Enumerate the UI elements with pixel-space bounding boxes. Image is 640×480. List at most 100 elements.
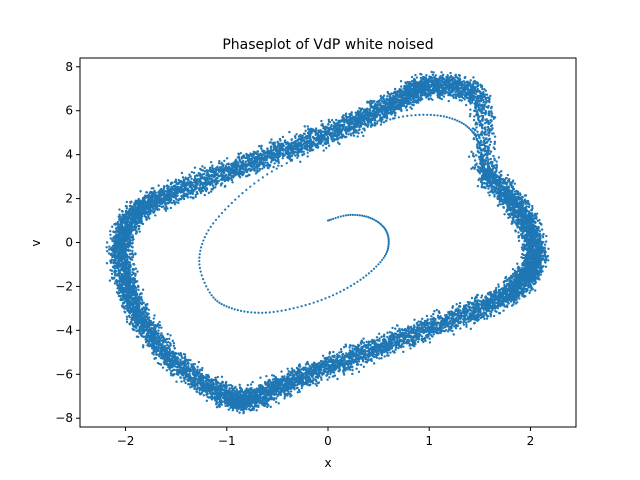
cycle-point [508, 291, 512, 294]
cycle-point [286, 373, 289, 376]
cycle-point [515, 215, 518, 218]
scatter-points [105, 70, 550, 415]
cycle-point [434, 323, 437, 326]
spiral-point [384, 252, 388, 256]
cycle-point [511, 190, 514, 194]
cycle-point [348, 349, 352, 352]
cycle-point [545, 234, 548, 238]
spiral-point [220, 211, 224, 215]
cycle-point [513, 182, 516, 185]
cycle-point [355, 367, 358, 370]
cycle-point [421, 317, 424, 321]
spiral-point [349, 213, 352, 217]
cycle-point [519, 193, 522, 197]
cycle-point [480, 294, 484, 297]
cycle-point [486, 173, 489, 176]
spiral-point [386, 247, 390, 250]
cycle-point [523, 194, 527, 197]
cycle-point [481, 182, 484, 185]
cycle-point [312, 372, 315, 376]
cycle-point [534, 241, 538, 244]
spiral-point [222, 304, 226, 307]
spiral-point [209, 225, 212, 228]
cycle-point [364, 354, 367, 357]
cycle-point [420, 335, 424, 338]
cycle-point [500, 287, 503, 290]
cycle-point [511, 222, 514, 225]
spiral-point [365, 274, 368, 277]
cycle-point [348, 346, 351, 349]
spiral-point [383, 254, 387, 257]
spiral-point [387, 236, 390, 240]
cycle-point [283, 395, 287, 398]
cycle-point [498, 191, 501, 194]
cycle-point [283, 379, 287, 383]
cycle-point [454, 309, 457, 313]
cycle-point [342, 368, 345, 372]
spiral-point [230, 307, 233, 310]
cycle-point [522, 249, 525, 252]
cycle-point [528, 291, 531, 295]
cycle-point [320, 378, 323, 382]
cycle-point [386, 331, 389, 334]
cycle-point [468, 305, 471, 309]
cycle-point [283, 397, 286, 400]
cycle-point [437, 316, 440, 319]
spiral-point [445, 115, 448, 119]
spiral-point [456, 119, 459, 122]
spiral-point [320, 298, 323, 301]
cycle-point [414, 330, 418, 333]
cycle-point [504, 276, 507, 280]
cycle-point [299, 377, 302, 381]
spiral-point [347, 213, 350, 217]
spiral-point [266, 173, 269, 176]
cycle-point [314, 382, 317, 386]
cycle-point [315, 372, 318, 375]
cycle-point [452, 333, 455, 336]
cycle-point [494, 189, 497, 192]
cycle-point [542, 232, 545, 236]
cycle-point [532, 214, 535, 218]
cycle-point [495, 310, 498, 313]
cycle-point [399, 333, 402, 337]
spiral-point [285, 162, 288, 165]
cycle-point [386, 335, 389, 339]
cycle-point [466, 301, 470, 304]
spiral-point [436, 114, 439, 117]
cycle-point [419, 320, 422, 324]
spiral-point [414, 113, 417, 117]
cycle-point [410, 339, 413, 342]
cycle-point [539, 263, 542, 267]
cycle-point [296, 383, 299, 386]
cycle-point [479, 316, 482, 320]
spiral-point [462, 122, 465, 126]
cycle-point [315, 380, 318, 383]
cycle-point [503, 213, 506, 216]
cycle-point [487, 187, 490, 190]
cycle-point [496, 178, 500, 182]
cycle-point [497, 283, 500, 286]
cycle-point [494, 171, 497, 174]
spiral-point [362, 276, 365, 279]
cycle-point [380, 335, 383, 338]
spiral-point [308, 302, 311, 306]
cycle-point [522, 253, 525, 257]
cycle-point [274, 400, 278, 404]
cycle-point [531, 204, 534, 208]
cycle-point [376, 353, 379, 356]
cycle-point [383, 355, 386, 358]
cycle-point [378, 337, 381, 340]
cycle-point [377, 332, 381, 336]
cycle-point [524, 240, 528, 243]
spiral-point [387, 243, 390, 246]
cycle-point [547, 259, 550, 262]
cycle-point [540, 223, 543, 226]
cycle-point [289, 373, 292, 376]
spiral-point [372, 267, 376, 270]
cycle-point [361, 358, 365, 362]
spiral-point [207, 229, 210, 232]
cycle-point [475, 302, 479, 305]
cycle-point [338, 351, 341, 354]
cycle-point [502, 281, 506, 284]
